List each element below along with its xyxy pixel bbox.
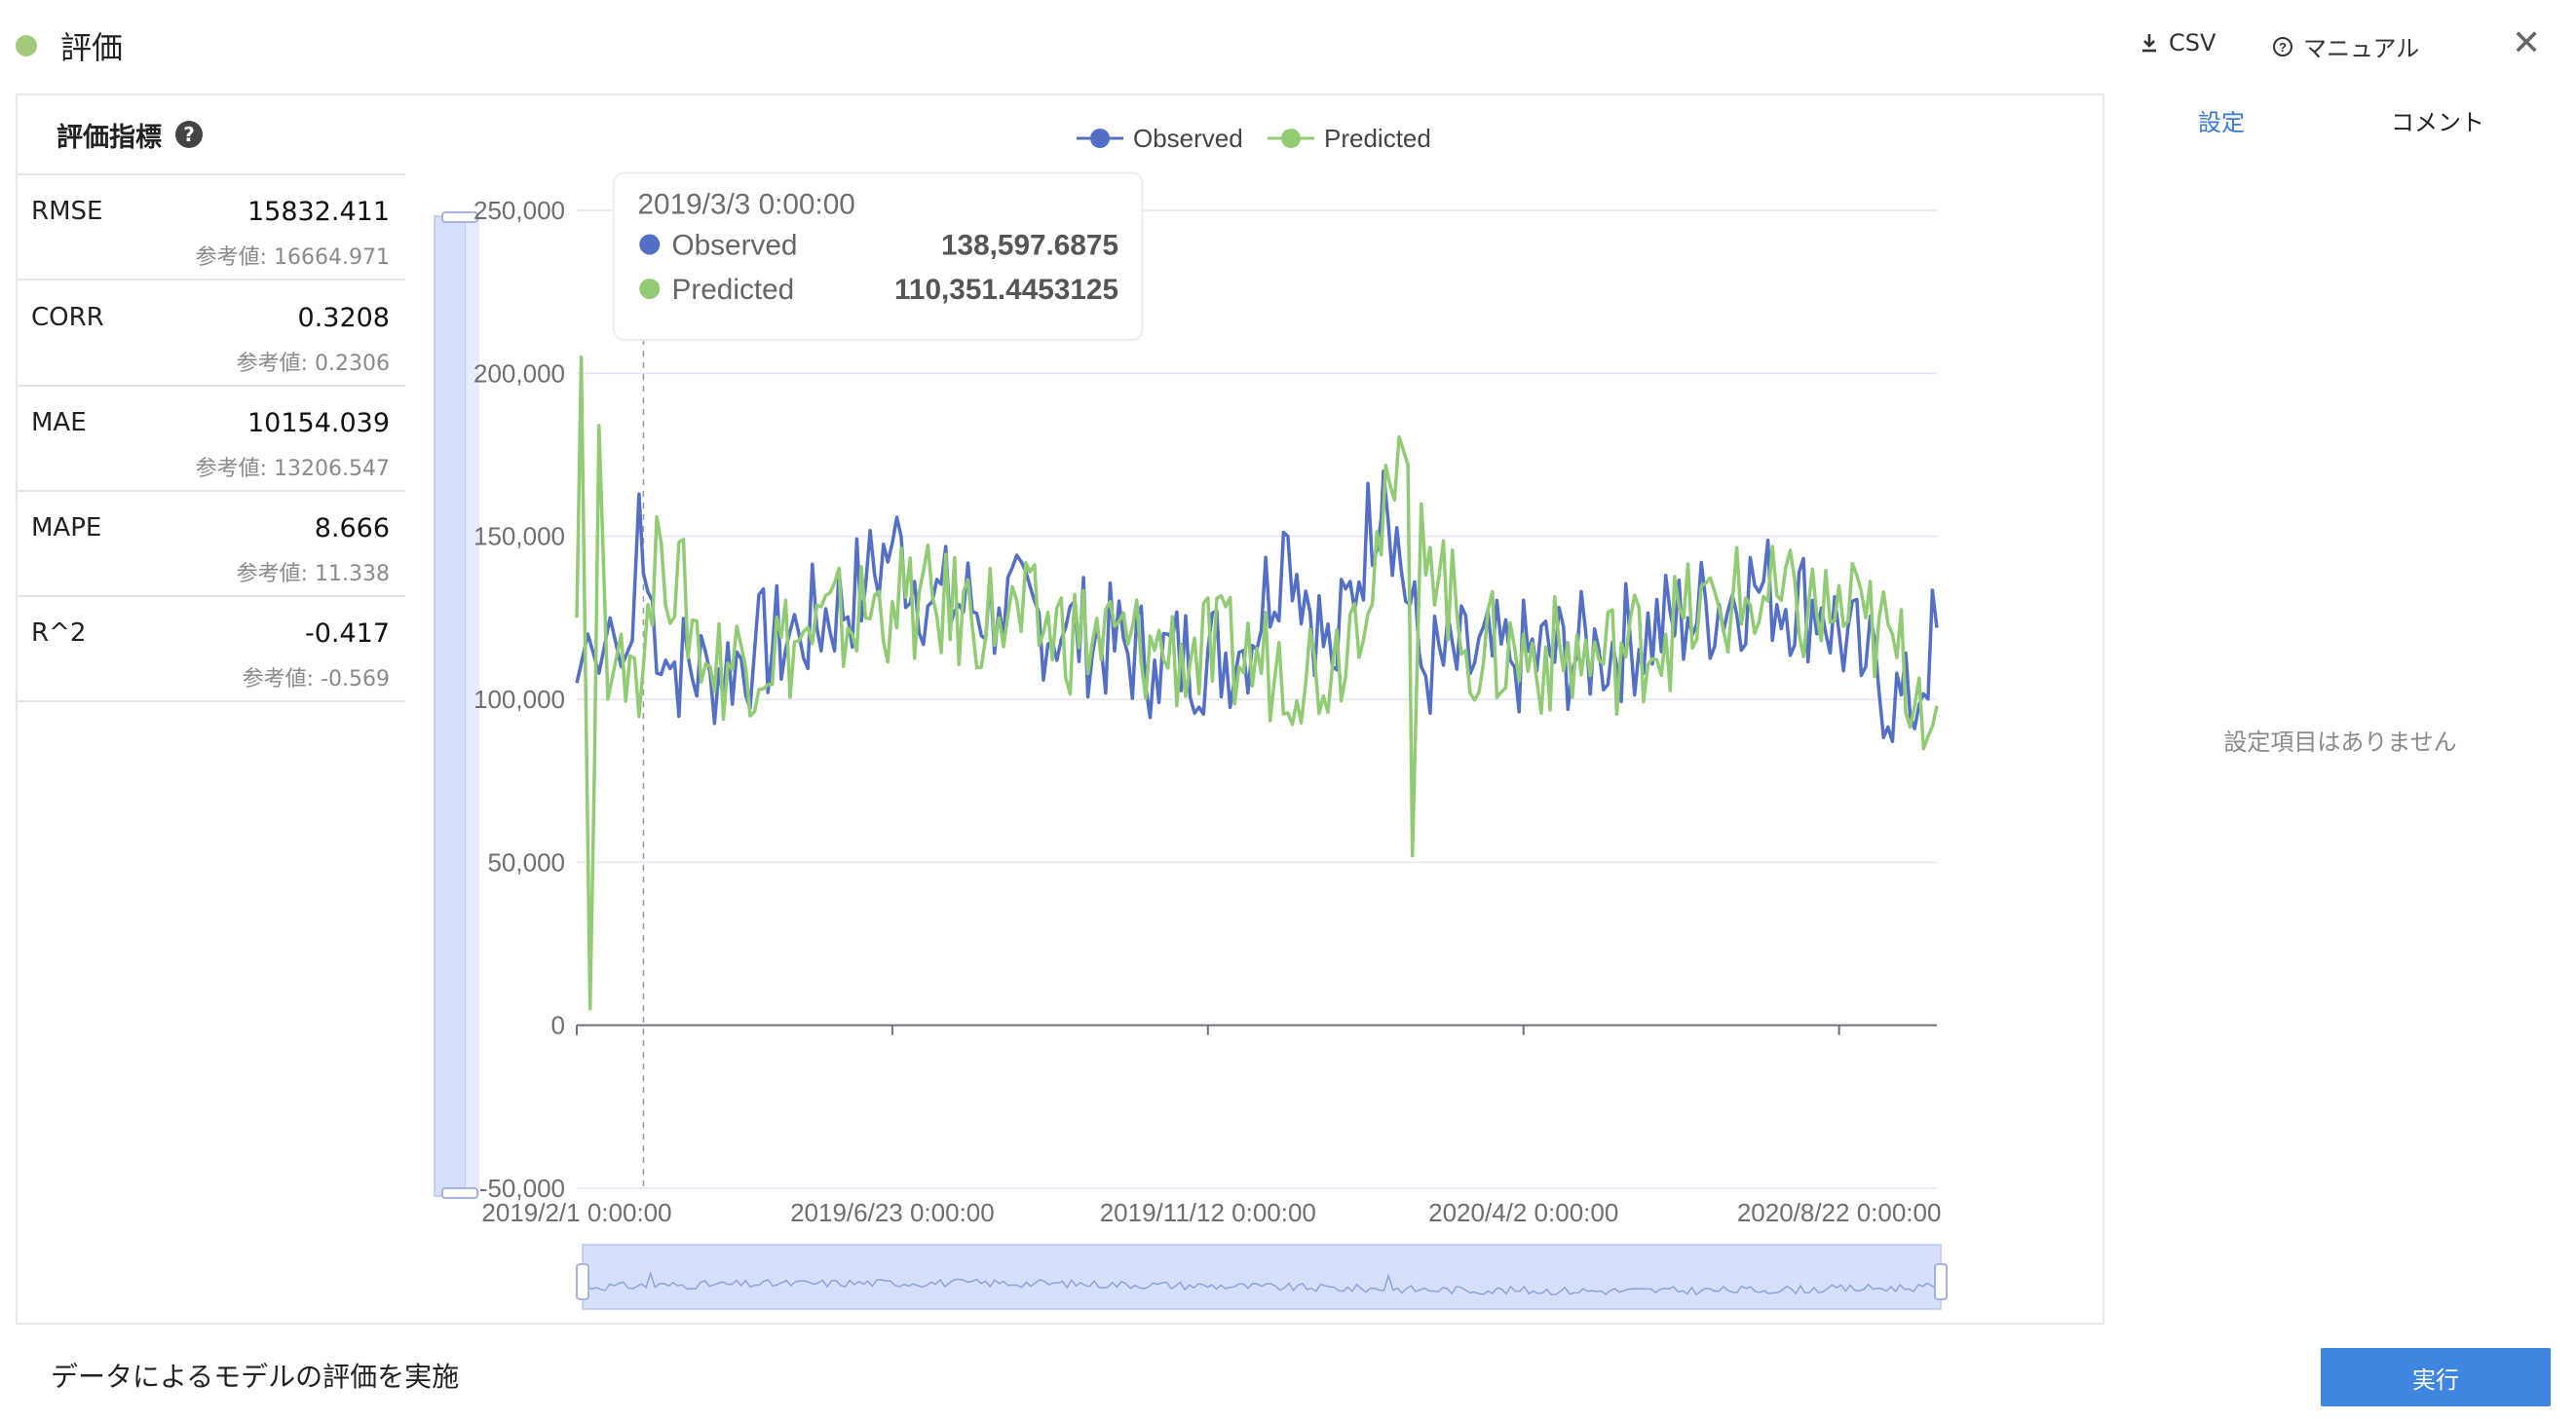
y-zoom-handle-bottom[interactable] — [441, 1187, 478, 1199]
metric-name: MAE — [31, 408, 87, 437]
metric-row-mape: MAPE 8.666 参考値: 11.338 — [18, 492, 405, 597]
metric-reference: 参考値: 11.338 — [236, 562, 390, 586]
x-tick-label: 2020/4/2 0:00:00 — [1428, 1198, 1618, 1227]
metrics-title: 評価指標 — [57, 122, 162, 153]
tooltip-series-name: Predicted — [672, 274, 795, 306]
tooltip-series-value: 110,351.4453125 — [894, 274, 1118, 306]
tab-settings[interactable]: 設定 — [2198, 109, 2245, 136]
metric-row-corr: CORR 0.3208 参考値: 0.2306 — [18, 281, 405, 387]
metric-reference: 参考値: 16664.971 — [195, 245, 390, 270]
chart-tooltip: 2019/3/3 0:00:00 Observed 138,597.6875 Pred… — [613, 171, 1144, 341]
manual-label: マニュアル — [2303, 35, 2420, 62]
metric-reference: 参考値: 13206.547 — [195, 457, 390, 481]
legend-label: Predicted — [1324, 124, 1431, 153]
metric-reference: 参考値: -0.569 — [242, 667, 390, 692]
metric-row-mae: MAE 10154.039 参考値: 13206.547 — [18, 387, 405, 492]
help-circle-icon: ? — [2273, 36, 2292, 56]
metric-name: CORR — [31, 303, 104, 332]
tab-comment[interactable]: コメント — [2391, 109, 2484, 136]
x-tick-label: 2019/6/23 0:00:00 — [790, 1198, 995, 1227]
download-icon — [2142, 34, 2156, 53]
x-zoom-track[interactable] — [582, 1244, 1942, 1310]
legend-label: Observed — [1133, 124, 1243, 153]
run-button[interactable]: 実行 — [2321, 1348, 2551, 1406]
y-axis: 250,000 200,000 150,000 100,000 50,000 0 -50,0… — [474, 196, 565, 1203]
y-tick-label: -50,000 — [479, 1174, 565, 1203]
metric-row-r2: R^2 -0.417 参考値: -0.569 — [18, 597, 405, 702]
csv-download-button[interactable]: CSV — [2140, 29, 2216, 56]
y-tick-label: 100,000 — [474, 685, 565, 714]
x-tick-label: 2019/2/1 0:00:00 — [481, 1198, 671, 1227]
metric-name: MAPE — [31, 513, 102, 543]
x-tick-label: 2019/11/12 0:00:00 — [1100, 1198, 1316, 1227]
legend-item-observed[interactable]: Observed — [1077, 124, 1243, 153]
metric-name: RMSE — [31, 197, 103, 226]
x-axis: 2019/2/1 0:00:00 2019/6/23 0:00:00 2019/11… — [481, 1024, 1942, 1227]
tooltip-series-value: 138,597.6875 — [941, 230, 1118, 262]
y-tick-label: 0 — [551, 1011, 565, 1040]
status-dot-icon — [16, 35, 37, 56]
legend-marker — [1090, 129, 1110, 148]
chart-grid — [577, 209, 1937, 1189]
x-zoom-handle-right[interactable] — [1934, 1263, 1948, 1300]
metrics-header: 評価指標 ? — [18, 95, 405, 175]
svg-text:?: ? — [2279, 40, 2287, 55]
y-tick-label: 50,000 — [487, 847, 565, 877]
y-tick-label: 150,000 — [474, 522, 565, 551]
metric-name: R^2 — [31, 618, 87, 648]
y-zoom-fill — [466, 216, 479, 1196]
csv-label: CSV — [2169, 29, 2216, 56]
page-title: 評価 — [60, 29, 124, 66]
metric-value: 0.3208 — [297, 303, 390, 333]
metric-value: 15832.411 — [246, 197, 390, 227]
chart-legend[interactable]: Observed Predicted — [1077, 124, 1431, 153]
x-tick-label: 2020/8/22 0:00:00 — [1737, 1198, 1942, 1227]
x-zoom-slider[interactable] — [576, 1244, 1948, 1310]
metric-value: -0.417 — [304, 618, 390, 649]
y-zoom-track[interactable] — [434, 215, 467, 1197]
series-layer — [575, 355, 1939, 1011]
legend-item-predicted[interactable]: Predicted — [1268, 124, 1431, 153]
tooltip-marker — [639, 279, 661, 299]
metric-value: 10154.039 — [246, 408, 390, 438]
y-tick-label: 200,000 — [474, 358, 565, 388]
tooltip-series-name: Observed — [672, 230, 798, 262]
metric-value: 8.666 — [314, 513, 390, 543]
evaluation-line-chart[interactable]: Observed Predicted 250,000 200,000 150,000 1… — [419, 97, 1949, 1315]
help-icon[interactable]: ? — [175, 121, 203, 148]
series-line-observed — [575, 468, 1939, 743]
y-zoom-handle-top[interactable] — [441, 211, 478, 223]
empty-settings-message: 設定項目はありません — [2223, 729, 2457, 756]
y-zoom-slider[interactable] — [434, 211, 479, 1199]
x-zoom-handle-left[interactable] — [576, 1263, 589, 1300]
footer-description: データによるモデルの評価を実施 — [51, 1361, 460, 1393]
tooltip-marker — [639, 234, 661, 255]
x-zoom-sparkline — [582, 1270, 1942, 1296]
y-tick-label: 250,000 — [474, 196, 565, 225]
evaluation-panel — [16, 94, 2104, 1325]
legend-marker — [1281, 129, 1301, 148]
metric-row-rmse: RMSE 15832.411 参考値: 16664.971 — [18, 175, 405, 281]
manual-button[interactable]: ? マニュアル — [2272, 29, 2419, 63]
close-icon[interactable]: ✕ — [2512, 23, 2542, 63]
metric-reference: 参考値: 0.2306 — [236, 352, 390, 376]
series-line-predicted — [575, 355, 1939, 1011]
tooltip-date: 2019/3/3 0:00:00 — [638, 189, 855, 221]
tooltip-box — [613, 171, 1144, 341]
